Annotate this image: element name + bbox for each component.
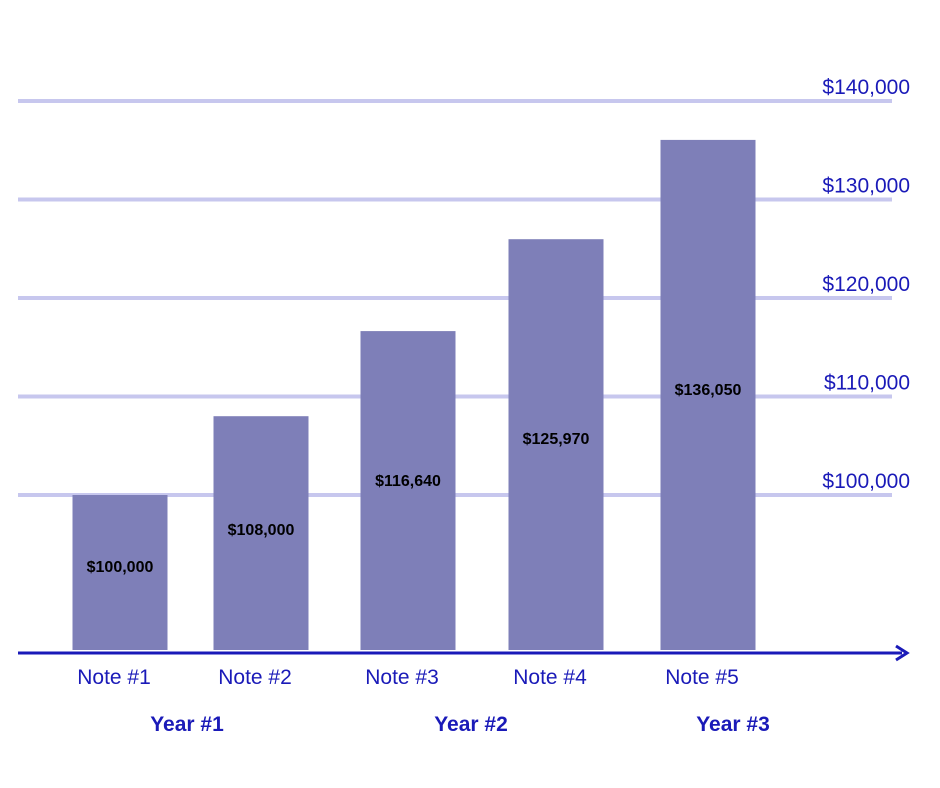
x-tick-labels: Note #1 Note #2 Note #3 Note #4 Note #5: [77, 666, 739, 689]
group-labels: Year #1 Year #2 Year #3: [150, 713, 770, 736]
group-label: Year #3: [696, 713, 770, 736]
bar: [360, 331, 456, 650]
data-label: $136,050: [675, 382, 742, 399]
y-tick-labels: $100,000 $110,000 $120,000 $130,000 $140,000: [822, 76, 910, 493]
y-tick-label: $120,000: [822, 273, 910, 296]
y-tick-label: $130,000: [822, 175, 910, 198]
x-tick-label: Note #4: [513, 666, 587, 689]
x-tick-label: Note #3: [365, 666, 439, 689]
y-tick-label: $110,000: [824, 372, 910, 395]
bars: [72, 139, 756, 650]
data-labels: $100,000 $108,000 $116,640 $125,970 $136,050: [87, 382, 742, 576]
bar: [213, 416, 309, 650]
x-tick-label: Note #5: [665, 666, 739, 689]
data-label: $108,000: [228, 522, 295, 539]
x-tick-label: Note #2: [218, 666, 292, 689]
x-tick-label: Note #1: [77, 666, 151, 689]
x-axis: [18, 644, 910, 662]
y-tick-label: $140,000: [822, 76, 910, 99]
x-axis-arrow-icon: [895, 644, 910, 662]
data-label: $125,970: [523, 431, 590, 448]
data-label: $100,000: [87, 559, 154, 576]
data-label: $116,640: [375, 473, 441, 490]
y-tick-label: $100,000: [822, 470, 910, 493]
group-label: Year #1: [150, 713, 224, 736]
bar: [660, 139, 756, 650]
group-label: Year #2: [434, 713, 508, 736]
bar: [508, 239, 604, 650]
bar: [72, 495, 168, 650]
